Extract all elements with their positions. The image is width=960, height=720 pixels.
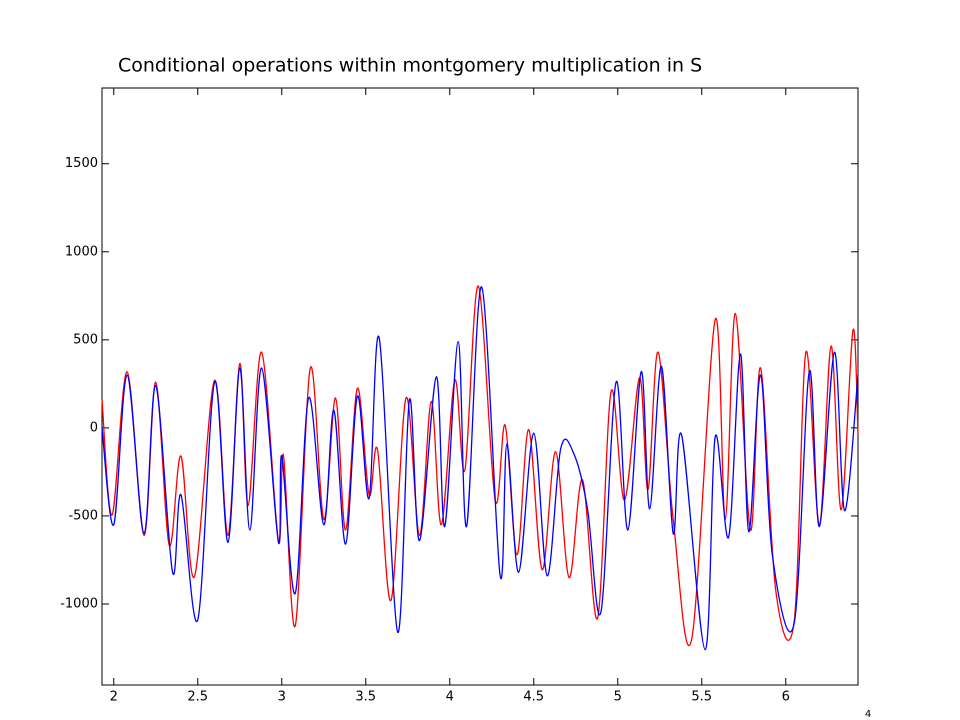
- y-tick-label: 1000: [65, 244, 98, 259]
- x-tick-label: 4: [446, 690, 454, 705]
- x-tick-label: 3: [278, 690, 286, 705]
- plot-frame: [101, 87, 859, 686]
- x-tick-label: 2.5: [187, 690, 208, 705]
- y-tick-label: 0: [90, 420, 98, 435]
- y-tick-label: 500: [73, 332, 98, 347]
- x-exponent: 4: [865, 709, 871, 720]
- x-tick-label: 2: [110, 690, 118, 705]
- y-tick-label: -1000: [60, 596, 98, 611]
- y-tick-label: 1500: [65, 156, 98, 171]
- x-tick-label: 6: [782, 690, 790, 705]
- chart-title: Conditional operations within montgomery…: [118, 55, 702, 77]
- y-tick-label: -500: [68, 508, 98, 523]
- x-tick-label: 4.5: [523, 690, 544, 705]
- line-series: [101, 286, 859, 651]
- line-series: [101, 285, 859, 647]
- x-tick-label: 5.5: [691, 690, 712, 705]
- x-tick-label: 5: [614, 690, 622, 705]
- x-tick-label: 3.5: [355, 690, 376, 705]
